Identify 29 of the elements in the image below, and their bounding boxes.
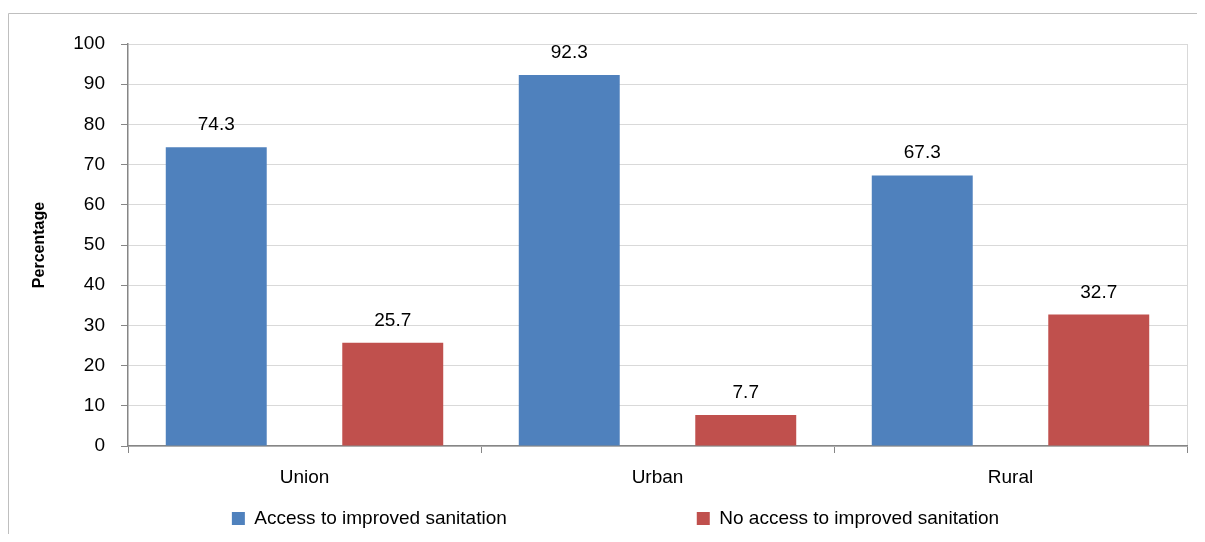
y-tick-label: 80 [83,112,105,134]
y-tick-label: 40 [83,273,105,295]
bar [165,147,267,446]
y-tick-label: 90 [83,72,105,94]
legend-label: No access to improved sanitation [719,506,1000,528]
data-label: 32.7 [1080,280,1118,302]
y-axis-title: Percentage [30,201,48,289]
data-label: 25.7 [374,308,412,330]
bar [871,175,973,446]
data-label: 67.3 [903,141,941,163]
y-tick-label: 30 [83,313,105,335]
bar [518,74,620,446]
bar [1048,314,1150,446]
data-label: 7.7 [732,381,759,403]
y-tick-label: 60 [83,193,105,215]
y-tick-label: 10 [83,394,105,416]
y-tick-label: 0 [94,434,105,456]
bar [342,342,444,446]
y-tick-label: 50 [83,233,105,255]
x-tick-label: Urban [631,465,684,487]
data-label: 92.3 [550,40,588,62]
data-label: 74.3 [197,113,235,135]
y-tick-label: 100 [73,32,105,54]
legend-label: Access to improved sanitation [254,506,507,528]
bar [695,415,797,446]
y-tick-label: 70 [83,152,105,174]
x-tick-label: Union [279,465,330,487]
y-tick-label: 20 [83,353,105,375]
x-tick-label: Rural [987,465,1034,487]
